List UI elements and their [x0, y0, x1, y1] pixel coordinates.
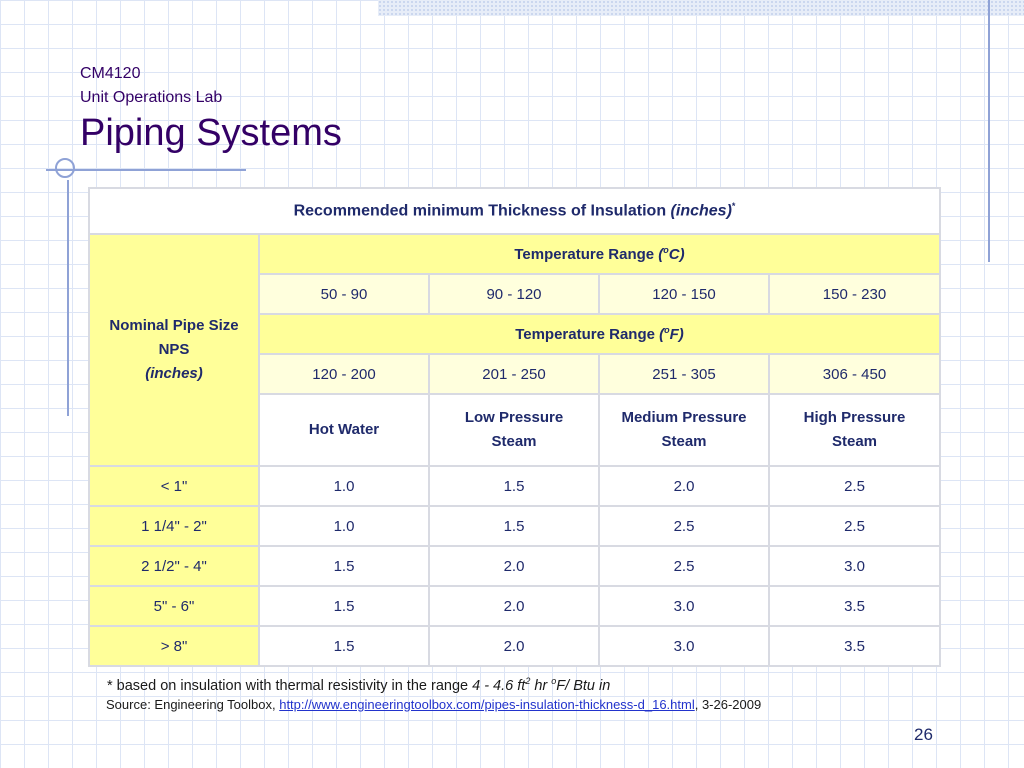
decor-vertical-line-left — [67, 180, 69, 416]
service-header-cell: Low Pressure Steam — [428, 393, 600, 467]
celsius-range-cell: 120 - 150 — [598, 273, 770, 315]
course-code: CM4120 — [80, 65, 141, 82]
row-header-line3: (inches) — [145, 365, 203, 382]
table-row: < 1" 1.0 1.5 2.0 2.5 — [88, 465, 941, 507]
footnote-text: * based on insulation with thermal resis… — [107, 677, 469, 694]
service-line1: High Pressure — [803, 409, 906, 426]
pipe-size-cell: > 8" — [88, 625, 260, 667]
table-row: 1 1/4" - 2" 1.0 1.5 2.5 2.5 — [88, 505, 941, 547]
thickness-cell: 2.5 — [768, 505, 941, 547]
page-number: 26 — [914, 725, 933, 744]
source-link[interactable]: http://www.engineeringtoolbox.com/pipes-… — [279, 697, 695, 712]
celsius-range-cell: 150 - 230 — [768, 273, 941, 315]
fahrenheit-range-cell: 201 - 250 — [428, 353, 600, 395]
fahrenheit-range-cell: 251 - 305 — [598, 353, 770, 395]
temp-range-fahrenheit-header: Temperature Range (oF) — [258, 313, 941, 355]
thickness-cell: 1.5 — [428, 465, 600, 507]
temp-f-degree: o — [664, 325, 670, 335]
footnote-range: 4 - 4.6 ft — [472, 677, 526, 694]
thickness-cell: 2.0 — [428, 585, 600, 627]
thickness-cell: 3.5 — [768, 585, 941, 627]
table-heading-mark: * — [731, 201, 736, 212]
thickness-cell: 1.5 — [428, 505, 600, 547]
decor-vertical-line-right — [988, 0, 990, 262]
table-heading-main: Recommended minimum Thickness of Insulat… — [293, 202, 667, 220]
service-line2: Steam — [491, 433, 537, 450]
fahrenheit-range-cell: 120 - 200 — [258, 353, 430, 395]
row-header-cell: Nominal Pipe Size NPS (inches) — [88, 233, 260, 467]
service-header-cell: Medium Pressure Steam — [598, 393, 770, 467]
thickness-cell: 1.5 — [258, 545, 430, 587]
thickness-cell: 1.0 — [258, 505, 430, 547]
service-line2: Steam — [661, 433, 707, 450]
thickness-cell: 3.0 — [598, 625, 770, 667]
table-heading: Recommended minimum Thickness of Insulat… — [88, 187, 941, 235]
pipe-size-cell: 5" - 6" — [88, 585, 260, 627]
service-line1: Low Pressure — [464, 409, 564, 426]
table-row: 5" - 6" 1.5 2.0 3.0 3.5 — [88, 585, 941, 627]
footnote: * based on insulation with thermal resis… — [107, 676, 610, 694]
pipe-size-cell: < 1" — [88, 465, 260, 507]
thickness-cell: 1.5 — [258, 625, 430, 667]
row-header-line1: Nominal Pipe Size — [109, 317, 239, 334]
thickness-cell: 2.0 — [428, 625, 600, 667]
thickness-cell: 3.0 — [768, 545, 941, 587]
temp-range-celsius-header: Temperature Range (oC) — [258, 233, 941, 275]
thickness-cell: 3.0 — [598, 585, 770, 627]
table-row: 2 1/2" - 4" 1.5 2.0 2.5 3.0 — [88, 545, 941, 587]
table-row: > 8" 1.5 2.0 3.0 3.5 — [88, 625, 941, 667]
thickness-cell: 2.5 — [598, 545, 770, 587]
temp-f-unit: F — [669, 326, 679, 343]
footnote-rest: F/ Btu in — [556, 677, 611, 694]
slide-title: Piping Systems — [80, 112, 342, 154]
source-date: , 3-26-2009 — [694, 697, 762, 712]
top-decor-band — [378, 0, 1024, 16]
lab-name: Unit Operations Lab — [80, 89, 223, 106]
row-header-line2: NPS — [158, 341, 190, 358]
fahrenheit-range-cell: 306 - 450 — [768, 353, 941, 395]
decor-horizontal-line — [46, 169, 246, 171]
source-prefix: Source: Engineering Toolbox, — [106, 697, 280, 712]
decor-circle — [55, 158, 75, 178]
temp-f-label: Temperature Range — [515, 326, 655, 343]
thickness-cell: 2.0 — [428, 545, 600, 587]
thickness-cell: 2.5 — [768, 465, 941, 507]
temp-c-label: Temperature Range — [514, 246, 655, 263]
service-header-cell: Hot Water — [258, 393, 430, 467]
thickness-cell: 2.5 — [598, 505, 770, 547]
pipe-size-cell: 2 1/2" - 4" — [88, 545, 260, 587]
celsius-range-cell: 50 - 90 — [258, 273, 430, 315]
table-heading-unit: (inches) — [670, 202, 732, 220]
thickness-cell: 1.5 — [258, 585, 430, 627]
service-line2: Steam — [831, 433, 878, 450]
footnote-sup2: 2 — [525, 676, 531, 686]
pipe-size-cell: 1 1/4" - 2" — [88, 505, 260, 547]
service-header-cell: High Pressure Steam — [768, 393, 941, 467]
celsius-range-cell: 90 - 120 — [428, 273, 600, 315]
footnote-degree: o — [551, 676, 557, 686]
temp-c-degree: o — [663, 245, 669, 255]
source-citation: Source: Engineering Toolbox, http://www.… — [106, 697, 761, 712]
temp-c-unit: C — [668, 246, 680, 263]
service-line1: Medium Pressure — [621, 409, 747, 426]
service-line1: Hot Water — [308, 421, 380, 438]
footnote-hr: hr — [530, 677, 552, 694]
thickness-cell: 2.0 — [598, 465, 770, 507]
thickness-cell: 3.5 — [768, 625, 941, 667]
thickness-cell: 1.0 — [258, 465, 430, 507]
insulation-table: Recommended minimum Thickness of Insulat… — [88, 187, 941, 667]
